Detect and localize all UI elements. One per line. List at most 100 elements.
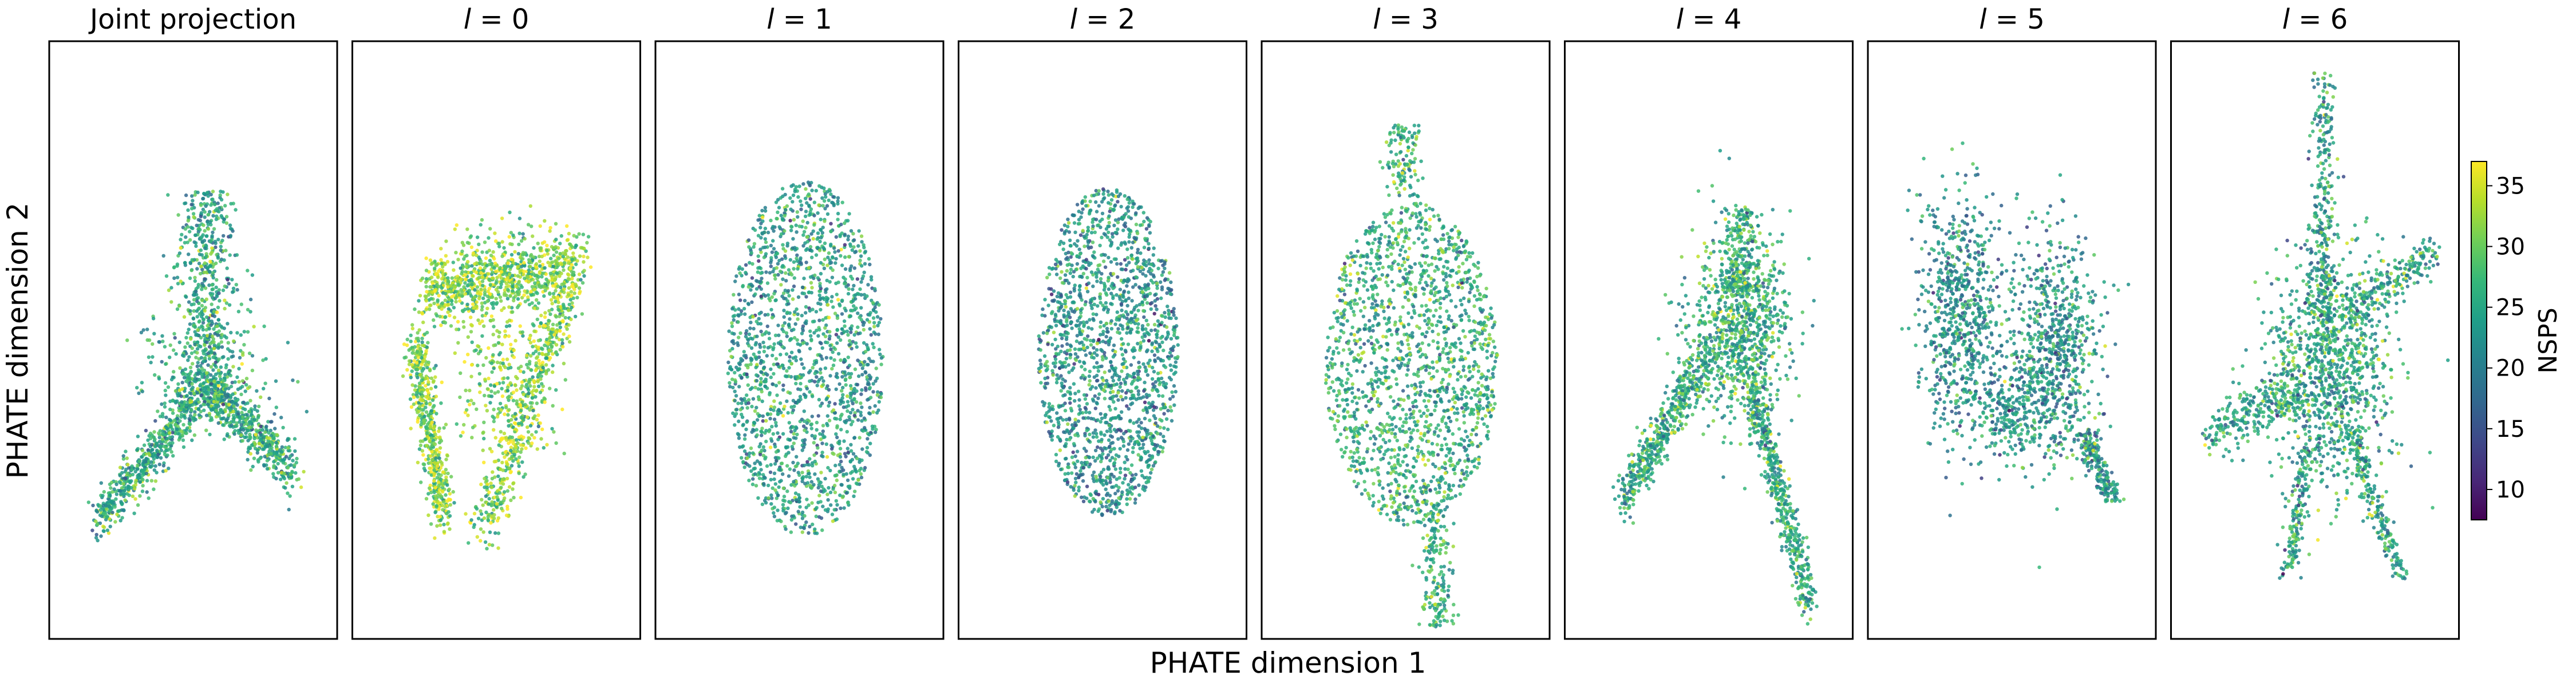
scatter-point (437, 294, 441, 298)
scatter-point (178, 366, 182, 370)
scatter-point (187, 355, 191, 359)
scatter-point (483, 240, 487, 244)
scatter-point (761, 445, 766, 449)
scatter-point (858, 436, 862, 440)
scatter-point (444, 423, 448, 427)
scatter-point (510, 280, 514, 285)
scatter-point (432, 472, 436, 477)
scatter-point (209, 382, 214, 386)
scatter-point (554, 275, 558, 279)
scatter-point (483, 290, 487, 295)
scatter-point (503, 496, 507, 500)
scatter-point (758, 322, 763, 326)
scatter-point (529, 293, 534, 297)
scatter-point (543, 219, 547, 223)
scatter-point (543, 344, 547, 348)
scatter-point (425, 426, 429, 431)
scatter-point (562, 304, 566, 308)
scatter-point (203, 215, 207, 219)
scatter-point (267, 436, 271, 440)
scatter-point (483, 393, 487, 398)
scatter-point (235, 288, 239, 292)
scatter-point (532, 287, 537, 291)
scatter-point (184, 235, 188, 239)
scatter-point (210, 418, 214, 422)
scatter-point (234, 401, 238, 405)
scatter-point (493, 531, 497, 535)
scatter-point (848, 314, 853, 318)
scatter-point (233, 429, 237, 433)
scatter-point (755, 334, 759, 338)
scatter-point (536, 384, 541, 388)
scatter-point (252, 325, 256, 329)
scatter-point (567, 231, 571, 236)
scatter-point (204, 413, 209, 417)
scatter-point (808, 197, 812, 201)
scatter-point (161, 254, 165, 258)
scatter-point (226, 278, 230, 282)
scatter-point (846, 356, 851, 360)
scatter-point (433, 432, 437, 436)
scatter-point (171, 411, 175, 415)
scatter-point (197, 252, 202, 256)
scatter-point (518, 324, 522, 328)
scatter-point (505, 276, 510, 280)
scatter-point (194, 244, 198, 248)
scatter-point (471, 309, 475, 313)
scatter-point (500, 394, 505, 398)
scatter-point (253, 442, 257, 446)
scatter-point (513, 427, 518, 432)
scatter-point (530, 396, 534, 400)
scatter-point (500, 386, 504, 390)
scatter-point (202, 359, 206, 364)
scatter-point (799, 381, 803, 386)
scatter-point (177, 438, 181, 442)
scatter-point (142, 460, 146, 464)
scatter-point (516, 293, 520, 297)
scatter-point (458, 395, 462, 400)
scatter-point (463, 281, 467, 285)
scatter-point (203, 261, 207, 265)
scatter-point (225, 433, 229, 438)
scatter-point (197, 319, 202, 323)
scatter-point (230, 399, 235, 404)
scatter-point (418, 413, 422, 417)
scatter-point (199, 237, 203, 241)
scatter-point (738, 298, 742, 302)
scatter-point (489, 319, 493, 323)
scatter-point (221, 402, 226, 406)
scatter-point (421, 453, 425, 457)
scatter-point (763, 226, 768, 231)
scatter-point (184, 193, 188, 198)
scatter-point (290, 469, 294, 473)
scatter-point (235, 421, 239, 425)
scatter-point (523, 402, 527, 406)
scatter-point (496, 474, 500, 479)
scatter-point (461, 431, 465, 435)
scatter-point (441, 489, 445, 494)
scatter-point (231, 354, 235, 358)
scatter-point (125, 471, 129, 475)
scatter-point (769, 264, 773, 269)
scatter-point (195, 351, 199, 355)
scatter-point (268, 420, 273, 424)
scatter-point (434, 456, 438, 460)
scatter-point (160, 334, 164, 338)
scatter-point (190, 438, 194, 443)
scatter-point (500, 216, 504, 220)
scatter-point (181, 438, 185, 442)
scatter-point (784, 352, 789, 356)
scatter-point (816, 446, 820, 450)
scatter-point (428, 369, 432, 373)
scatter-point (767, 337, 772, 341)
scatter-point (585, 240, 589, 245)
scatter-point (246, 307, 250, 312)
scatter-point (425, 431, 429, 435)
scatter-point (813, 372, 817, 376)
scatter-point (494, 297, 498, 301)
scatter-point (239, 423, 243, 427)
scatter-point (512, 421, 517, 425)
scatter-point (551, 370, 555, 374)
scatter-point (754, 373, 758, 377)
scatter-point (494, 239, 498, 243)
